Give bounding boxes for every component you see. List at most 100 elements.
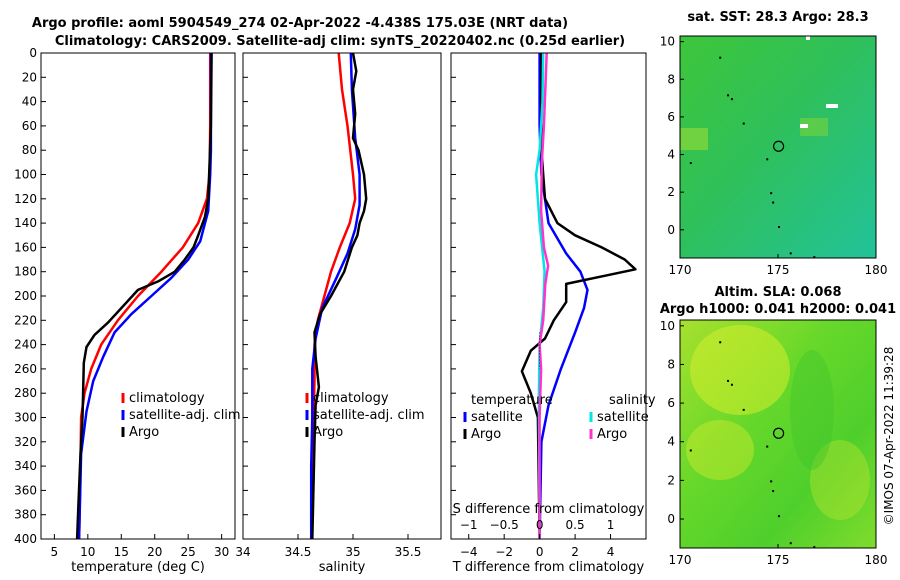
island-speck xyxy=(772,201,775,204)
series-line-salinity-argo xyxy=(538,52,550,539)
copyright-stamp: ©IMOS 07-Apr-2022 11:39:28 xyxy=(882,347,896,526)
y-tick-label: 160 xyxy=(14,240,37,254)
sst-warm-patch xyxy=(680,128,708,150)
y-tick-label: 20 xyxy=(22,70,37,84)
y-tick-label: 340 xyxy=(14,459,37,473)
map-y-tick-label: 2 xyxy=(667,185,675,199)
y-tick-label: 100 xyxy=(14,168,37,182)
x-tick-label: 34.5 xyxy=(285,545,312,559)
sla-map-title1: Altim. SLA: 0.068 xyxy=(715,285,842,300)
x2-axis-label: S difference from climatology xyxy=(453,502,645,517)
legend-entry-Argo: Argo xyxy=(597,427,627,442)
legend-entry-climatology: climatology xyxy=(313,391,389,406)
legend-entry-climatology: climatology xyxy=(129,391,205,406)
island-speck xyxy=(727,379,730,382)
map-y-tick-label: 10 xyxy=(660,319,675,333)
sla-low-patch xyxy=(790,350,834,470)
map-y-tick-label: 0 xyxy=(667,512,675,526)
x-axis-label: temperature (deg C) xyxy=(71,560,205,575)
series-line-temperature-satellite xyxy=(538,53,589,540)
x-tick-label: 5 xyxy=(51,545,59,559)
legend-entry-satellite: satellite xyxy=(471,410,523,425)
x-tick-label: 10 xyxy=(80,545,95,559)
island-speck xyxy=(778,226,780,229)
island-speck xyxy=(766,158,769,161)
island-speck xyxy=(813,546,816,549)
header-line2: Climatology: CARS2009. Satellite-adj cli… xyxy=(55,34,625,49)
x-tick-label: 35 xyxy=(345,545,360,559)
x-tick-label: 35.5 xyxy=(395,545,422,559)
y-tick-label: 60 xyxy=(22,119,37,133)
island-speck xyxy=(689,162,692,165)
island-speck xyxy=(789,252,792,255)
legend-entry-Argo: Argo xyxy=(471,427,501,442)
island-speck xyxy=(689,449,692,452)
island-speck xyxy=(770,480,773,483)
series-line-climatology xyxy=(309,52,357,540)
y-tick-label: 180 xyxy=(14,265,37,279)
map-x-tick-label: 175 xyxy=(767,553,790,567)
sst-map-field xyxy=(680,36,876,258)
island-speck xyxy=(742,408,745,411)
x-tick-label: −2 xyxy=(495,545,513,559)
map-x-tick-label: 180 xyxy=(865,553,888,567)
island-speck xyxy=(766,445,769,448)
map-y-tick-label: 6 xyxy=(667,396,675,410)
y-tick-label: 0 xyxy=(29,46,37,60)
map-x-tick-label: 175 xyxy=(767,263,790,277)
series-line-satellite-adj-clim xyxy=(309,52,361,539)
series-line-argo xyxy=(75,52,213,540)
series-line-argo xyxy=(311,52,368,540)
map-y-tick-label: 4 xyxy=(667,148,675,162)
x-tick-label: 15 xyxy=(114,545,129,559)
map-x-tick-label: 170 xyxy=(669,263,692,277)
x-tick-label: 25 xyxy=(181,545,196,559)
x2-tick-label: −1 xyxy=(460,518,478,532)
legend-entry-satellite: satellite xyxy=(597,410,649,425)
map-y-tick-label: 2 xyxy=(667,473,675,487)
sst-map-axes: 170 175 180 0 2 4 6 8 10 xyxy=(660,35,888,277)
x2-tick-label: 0.5 xyxy=(566,518,585,532)
y-tick-label: 120 xyxy=(14,192,37,206)
x-tick-label: 30 xyxy=(214,545,229,559)
island-speck xyxy=(770,192,773,195)
header-line1: Argo profile: aoml 5904549_274 02-Apr-20… xyxy=(32,16,568,31)
x-tick-label: 20 xyxy=(147,545,162,559)
y-tick-label: 300 xyxy=(14,411,37,425)
island-speck xyxy=(719,341,722,344)
island-speck xyxy=(813,256,816,259)
sla-map-title2: Argo h1000: 0.041 h2000: 0.041 xyxy=(660,302,896,317)
island-speck xyxy=(727,94,730,97)
sst-map-patches xyxy=(680,36,838,150)
map-x-tick-label: 170 xyxy=(669,553,692,567)
y-tick-label: 80 xyxy=(22,143,37,157)
sla-map-patches xyxy=(686,325,870,520)
legend-title-salinity: salinity xyxy=(609,393,656,408)
x-tick-label: 0 xyxy=(536,545,544,559)
y-tick-label: 360 xyxy=(14,483,37,497)
sla-argo-location-marker xyxy=(772,427,785,439)
sst-missing-pixel xyxy=(800,124,808,128)
legend-entry-argo: Argo xyxy=(313,425,343,440)
legend-title-temperature: temperature xyxy=(471,393,553,408)
sst-argo-location-marker xyxy=(772,140,785,152)
x-tick-label: 2 xyxy=(571,545,579,559)
map-y-tick-label: 4 xyxy=(667,435,675,449)
y-tick-label: 280 xyxy=(14,386,37,400)
x-tick-label: −4 xyxy=(460,545,478,559)
island-speck xyxy=(778,515,780,518)
x-axis-label: T difference from climatology xyxy=(452,560,645,575)
sla-high-patch xyxy=(690,325,790,415)
x2-tick-label: −0.5 xyxy=(490,518,519,532)
series-line-temperature-argo xyxy=(520,53,637,540)
series-line-climatology xyxy=(77,53,212,540)
map-y-tick-label: 8 xyxy=(667,72,675,86)
sst-warm-patch xyxy=(800,118,828,136)
sla-high-patch xyxy=(686,420,754,480)
x-tick-label: 34 xyxy=(235,545,250,559)
sla-map-axes: 170 175 180 0 2 4 6 8 10 xyxy=(660,319,888,567)
axes-frame xyxy=(450,52,647,540)
y-tick-label: 220 xyxy=(14,313,37,327)
series-line-salinity-satellite xyxy=(534,52,546,540)
